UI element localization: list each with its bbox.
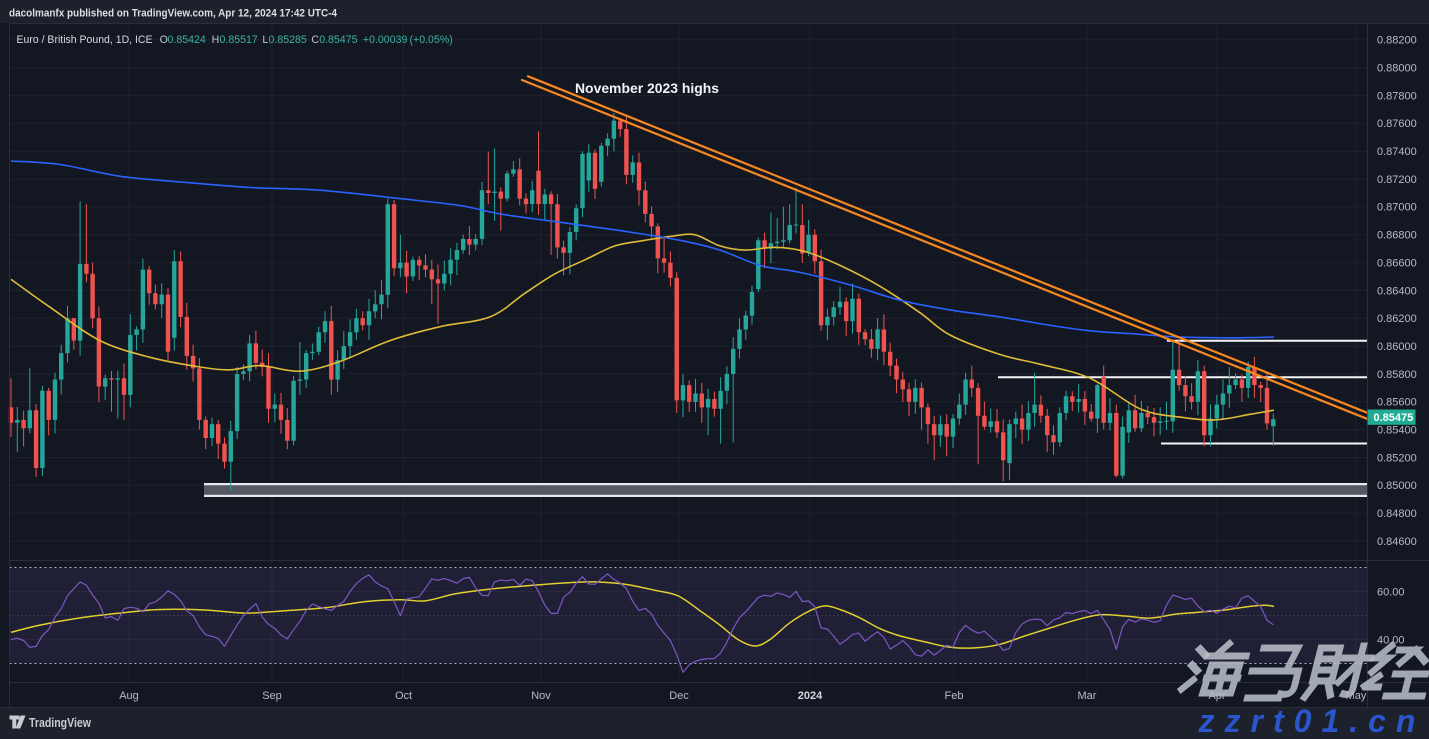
svg-text:2024: 2024 [798,690,823,702]
svg-text:Nov: Nov [531,690,551,702]
svg-text:0.87800: 0.87800 [1377,90,1417,102]
svg-text:0.87400: 0.87400 [1377,146,1417,158]
svg-text:0.85475: 0.85475 [319,34,357,46]
svg-text:O: O [160,34,168,46]
svg-text:0.85424: 0.85424 [168,34,206,46]
svg-text:0.87600: 0.87600 [1377,118,1417,130]
svg-text:May: May [1346,690,1367,702]
svg-text:0.85475: 0.85475 [1374,412,1414,424]
svg-text:zzrt01.cn: zzrt01.cn [1198,703,1426,739]
svg-text:0.86600: 0.86600 [1377,257,1417,269]
svg-text:0.86400: 0.86400 [1377,285,1417,297]
svg-text:0.85285: 0.85285 [269,34,307,46]
svg-text:0.87200: 0.87200 [1377,174,1417,186]
svg-text:C: C [311,34,319,46]
svg-text:Dec: Dec [669,690,689,702]
svg-text:Aug: Aug [119,690,139,702]
svg-text:0.85000: 0.85000 [1377,480,1417,492]
svg-text:0.86200: 0.86200 [1377,313,1417,325]
svg-text:dacolmanfx published on Tradin: dacolmanfx published on TradingView.com,… [9,8,338,20]
svg-text:TradingView: TradingView [29,716,91,730]
svg-text:Euro / British Pound, 1D, ICE: Euro / British Pound, 1D, ICE [17,34,153,46]
svg-text:0.86000: 0.86000 [1377,341,1417,353]
svg-text:40.00: 40.00 [1377,634,1405,646]
svg-text:November 2023 highs: November 2023 highs [575,81,719,96]
svg-text:0.88000: 0.88000 [1377,63,1417,75]
svg-text:0.85400: 0.85400 [1377,425,1417,437]
svg-text:(+0.05%): (+0.05%) [410,34,453,46]
svg-text:Apr: Apr [1208,690,1225,702]
svg-text:0.85800: 0.85800 [1377,369,1417,381]
svg-text:60.00: 60.00 [1377,586,1405,598]
svg-text:Sep: Sep [262,690,282,702]
svg-text:0.84600: 0.84600 [1377,536,1417,548]
svg-text:0.85517: 0.85517 [220,34,258,46]
svg-text:0.86800: 0.86800 [1377,230,1417,242]
svg-text:H: H [212,34,220,46]
svg-text:Mar: Mar [1078,690,1097,702]
svg-text:0.88200: 0.88200 [1377,35,1417,47]
svg-text:+0.00039: +0.00039 [363,34,408,46]
svg-text:Feb: Feb [945,690,964,702]
svg-text:0.87000: 0.87000 [1377,202,1417,214]
svg-text:0.85600: 0.85600 [1377,397,1417,409]
svg-text:0.84800: 0.84800 [1377,508,1417,520]
svg-text:L: L [262,34,268,46]
svg-text:0.85200: 0.85200 [1377,452,1417,464]
svg-text:Oct: Oct [395,690,412,702]
